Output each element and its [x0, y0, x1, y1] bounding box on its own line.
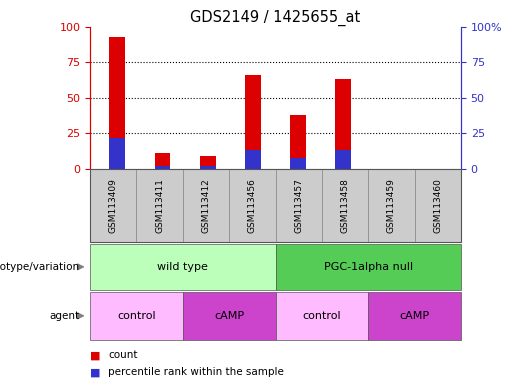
- Text: control: control: [117, 311, 156, 321]
- Text: agent: agent: [50, 311, 80, 321]
- Text: cAMP: cAMP: [214, 311, 244, 321]
- Text: GSM113457: GSM113457: [294, 178, 303, 233]
- Bar: [109, 37, 125, 169]
- Text: GSM113456: GSM113456: [248, 178, 257, 233]
- Bar: [335, 151, 351, 169]
- Text: count: count: [108, 350, 138, 360]
- Bar: [154, 166, 170, 169]
- Text: control: control: [303, 311, 341, 321]
- Bar: [154, 153, 170, 169]
- Text: genotype/variation: genotype/variation: [0, 262, 80, 272]
- Bar: [335, 79, 351, 169]
- Text: ■: ■: [90, 367, 100, 377]
- Text: GSM113460: GSM113460: [433, 178, 442, 233]
- Bar: [109, 138, 125, 169]
- Text: GSM113459: GSM113459: [387, 178, 396, 233]
- Text: percentile rank within the sample: percentile rank within the sample: [108, 367, 284, 377]
- Text: GSM113411: GSM113411: [155, 178, 164, 233]
- Bar: [200, 156, 216, 169]
- Text: wild type: wild type: [158, 262, 208, 272]
- Bar: [290, 157, 306, 169]
- Bar: [245, 151, 261, 169]
- Text: PGC-1alpha null: PGC-1alpha null: [323, 262, 413, 272]
- Text: cAMP: cAMP: [400, 311, 430, 321]
- Title: GDS2149 / 1425655_at: GDS2149 / 1425655_at: [191, 9, 360, 25]
- Bar: [245, 75, 261, 169]
- Bar: [290, 115, 306, 169]
- Bar: [200, 166, 216, 169]
- Text: GSM113412: GSM113412: [201, 178, 211, 233]
- Text: ■: ■: [90, 350, 100, 360]
- Text: GSM113409: GSM113409: [109, 178, 118, 233]
- Text: GSM113458: GSM113458: [340, 178, 350, 233]
